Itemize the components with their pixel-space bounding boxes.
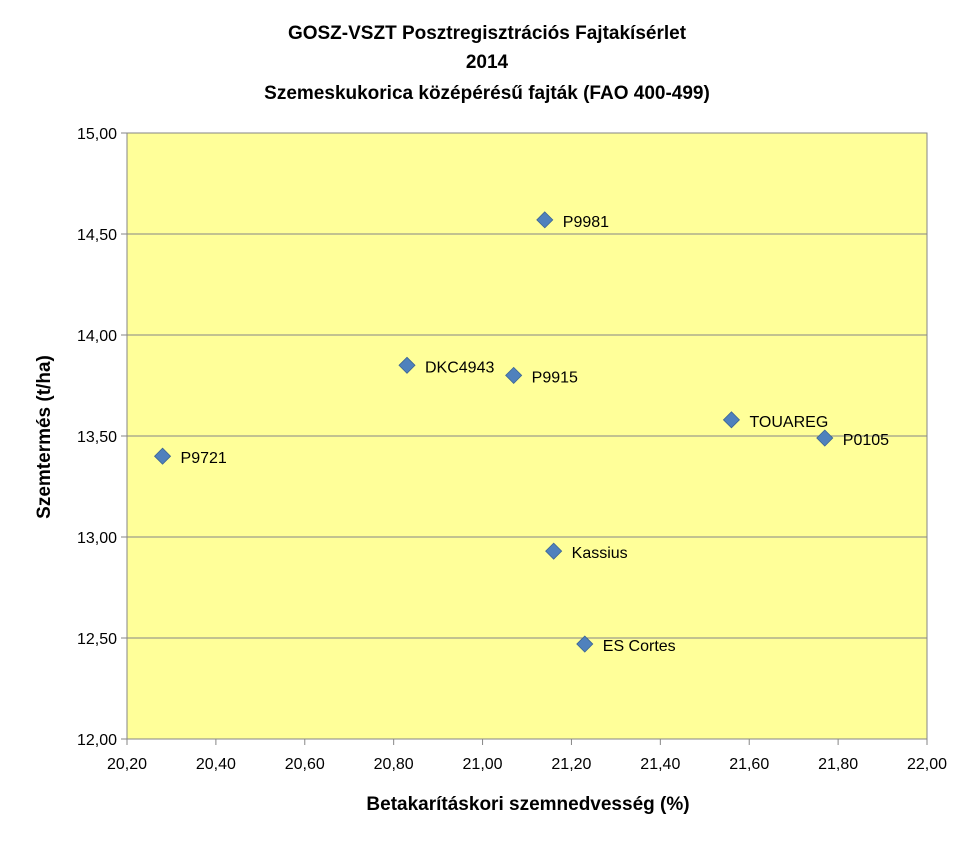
x-tick-label: 20,60	[285, 756, 325, 773]
data-point-label: TOUAREG	[749, 414, 828, 431]
x-tick-label: 22,00	[907, 756, 947, 773]
data-point-marker	[576, 635, 594, 653]
y-tick-label: 12,50	[77, 631, 117, 648]
data-point-label: Kassius	[572, 545, 628, 562]
chart-title: GOSZ-VSZT Posztregisztrációs Fajtakísérl…	[264, 23, 710, 104]
data-point-label: P0105	[843, 432, 889, 449]
x-tick-label: 21,20	[551, 756, 591, 773]
y-tick-label: 12,00	[77, 732, 117, 749]
y-axis-tick-labels: 12,00 12,50 13,00 13,50 14,00 14,50 15,00	[77, 126, 127, 749]
data-point-label: P9721	[181, 450, 227, 467]
data-point-marker	[505, 366, 523, 384]
data-point-label: ES Cortes	[603, 638, 676, 655]
gridlines	[127, 132, 927, 639]
x-tick-label: 20,40	[196, 756, 236, 773]
data-point-marker	[398, 356, 416, 374]
data-point-marker	[816, 429, 834, 447]
y-tick-label: 14,00	[77, 328, 117, 345]
x-tick-label: 21,80	[818, 756, 858, 773]
y-tick-label: 13,00	[77, 530, 117, 547]
data-point-marker	[153, 447, 172, 465]
data-point-marker	[536, 211, 554, 229]
x-tick-label: 21,00	[463, 756, 503, 773]
x-tick-label: 21,40	[640, 756, 680, 773]
y-tick-label: 13,50	[77, 429, 117, 446]
chart-title-line-3: Szemeskukorica középérésű fajták (FAO 40…	[264, 83, 710, 104]
data-points: P9981 DKC4943 P9915 TOUAREG P0105 P9721 Kassiu…	[153, 211, 889, 655]
y-tick-label: 14,50	[77, 227, 117, 244]
x-axis-tick-labels: 20,20 20,40 20,60 20,80 21,00 21,20 21,40 21,60…	[107, 739, 947, 773]
y-axis-title: Szemtermés (t/ha)	[34, 355, 55, 519]
data-point-label: P9981	[563, 214, 609, 231]
x-tick-label: 20,80	[374, 756, 414, 773]
data-point-label: DKC4943	[425, 359, 494, 376]
x-axis-title: Betakarításkori szemnedvesség (%)	[366, 794, 689, 815]
data-point-label: P9915	[532, 369, 578, 386]
chart-title-line-1: GOSZ-VSZT Posztregisztrációs Fajtakísérl…	[288, 23, 687, 44]
data-point-marker	[545, 542, 563, 560]
data-point-marker	[722, 411, 741, 429]
chart-title-line-2: 2014	[466, 52, 509, 73]
x-tick-label: 20,20	[107, 756, 147, 773]
y-tick-label: 15,00	[77, 126, 117, 143]
x-tick-label: 21,60	[729, 756, 769, 773]
